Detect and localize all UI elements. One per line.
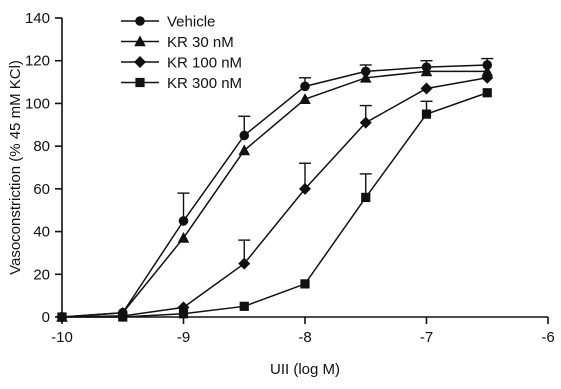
legend-label: KR 300 nM (167, 75, 242, 92)
series-kr-300-nm-line (62, 92, 488, 318)
data-point (178, 216, 189, 226)
data-point (118, 312, 128, 322)
series-kr-300-nm (57, 88, 492, 322)
data-point (482, 60, 493, 70)
data-point (299, 182, 311, 195)
series-kr-100-nm-line (61, 77, 488, 318)
x-tick-label: -8 (298, 329, 311, 346)
series-kr-30-nm (56, 65, 494, 322)
series-kr-100-nm (56, 71, 494, 323)
legend-marker (135, 77, 145, 88)
x-tick-label: -10 (51, 329, 73, 346)
series-group (56, 57, 494, 323)
legend-label: KR 30 nM (167, 34, 234, 51)
y-tick-label: 80 (33, 138, 50, 155)
legend-item-kr-30-nm: KR 30 nM (121, 34, 234, 51)
data-point (482, 88, 492, 98)
y-tick-label: 60 (33, 181, 50, 198)
y-tick-label: 20 (33, 266, 50, 283)
legend-item-kr-100-nm: KR 100 nM (121, 55, 242, 72)
y-tick-label: 140 (25, 10, 50, 27)
legend: Vehicle KR 30 nM KR 100 nM KR 300 nM (121, 14, 242, 92)
data-point (300, 279, 310, 289)
data-point (421, 109, 432, 119)
data-point (420, 82, 433, 95)
data-point (238, 257, 251, 270)
legend-marker (134, 56, 146, 68)
legend-marker (134, 35, 146, 47)
legend-label: KR 100 nM (167, 55, 242, 72)
y-tick-label: 120 (25, 53, 50, 70)
legend-item-vehicle: Vehicle (121, 14, 215, 31)
data-point (361, 192, 371, 202)
data-point (481, 71, 494, 84)
x-axis-title: UII (log M) (270, 361, 340, 378)
legend-item-kr-300-nm: KR 300 nM (121, 75, 242, 92)
data-point (300, 81, 310, 92)
series-vehicle (57, 57, 494, 322)
data-point (360, 66, 371, 77)
legend-marker (135, 16, 145, 26)
data-point (481, 65, 494, 77)
series-vehicle-error-bars (177, 57, 494, 221)
series-vehicle-line (61, 64, 488, 318)
data-point (57, 312, 67, 322)
ticks: 0 20 40 60 80 100 120 140 -10 -9 -8 -7 -6 (25, 10, 555, 346)
data-point (238, 144, 251, 156)
data-point (420, 65, 433, 77)
y-tick-label: 100 (25, 95, 50, 112)
y-tick-label: 0 (42, 309, 50, 326)
data-point (299, 93, 311, 104)
x-tick-label: -6 (541, 329, 554, 346)
data-point (239, 301, 249, 311)
y-axis-title: Vasoconstriction (% 45 mM KCl) (7, 60, 24, 275)
x-tick-label: -7 (420, 329, 433, 346)
legend-label: Vehicle (167, 14, 215, 31)
y-tick-label: 40 (33, 224, 50, 241)
data-point (359, 71, 372, 83)
x-tick-label: -9 (177, 329, 190, 346)
data-point (359, 116, 372, 129)
series-kr-30-nm-line (61, 70, 488, 318)
data-point (177, 231, 190, 243)
data-point (239, 130, 250, 141)
data-point (178, 309, 189, 319)
series-kr-300-nm-error-bars (359, 100, 433, 198)
